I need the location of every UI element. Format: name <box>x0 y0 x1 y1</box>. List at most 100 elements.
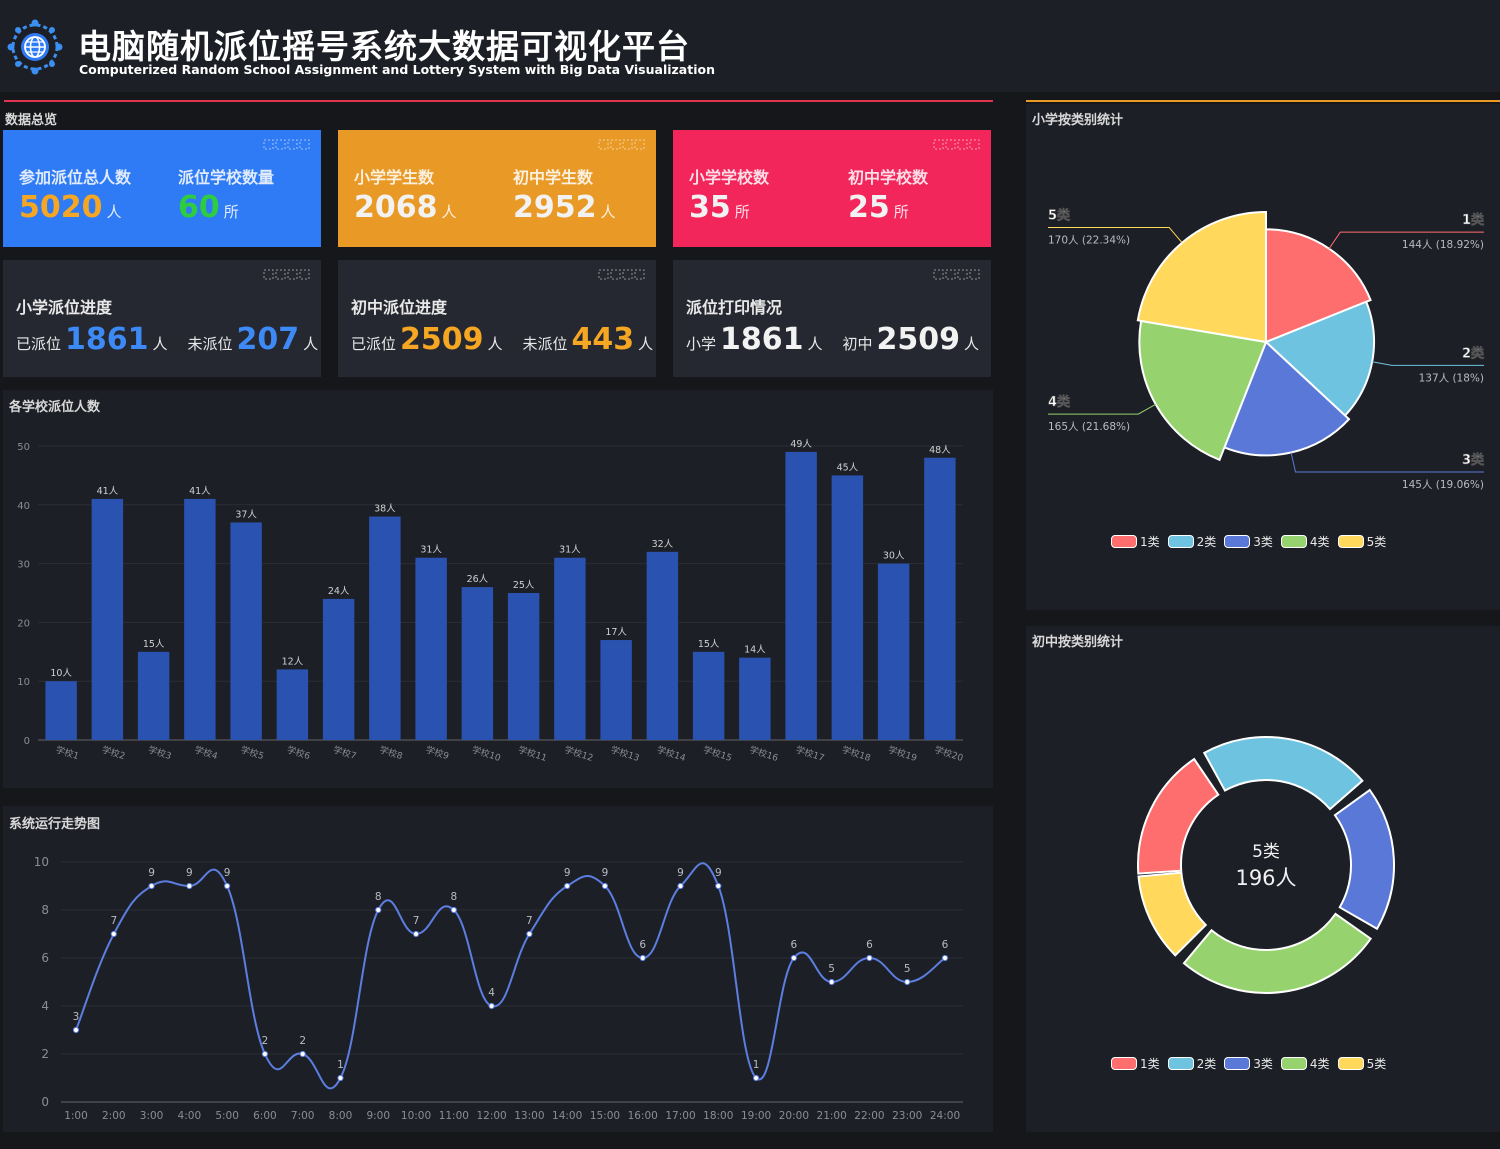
stat-label: 初中学生数 <box>513 168 594 187</box>
legend-swatch <box>1280 535 1307 548</box>
bar-value-label: 49人 <box>790 439 812 450</box>
line-x-tick: 7:00 <box>291 1110 315 1122</box>
legend-swatch <box>1224 1057 1251 1070</box>
pie-slice <box>1136 210 1267 344</box>
line-x-tick: 5:00 <box>215 1110 239 1122</box>
bar-value-label: 37人 <box>235 509 257 520</box>
trend-point <box>564 882 571 890</box>
trend-value-label: 7 <box>110 915 117 927</box>
legend-swatch <box>1111 1057 1137 1070</box>
line-x-tick: 3:00 <box>140 1110 164 1122</box>
line-x-tick: 14:00 <box>552 1110 582 1122</box>
bar-mark <box>739 657 771 740</box>
line-x-tick: 21:00 <box>817 1110 847 1122</box>
bar-x-tick: 学校1 <box>54 743 80 762</box>
progress-card: 初中派位进度 已派位 2509 人未派位 443 人 <box>338 260 656 377</box>
pie-category-label: 3类 <box>1462 452 1485 468</box>
legend-label: 5类 <box>1366 1057 1387 1071</box>
primary-category-legend: 1类 2类 3类 4类 5类 <box>1111 533 1386 550</box>
progress-title: 初中派位进度 <box>351 298 448 317</box>
stat-value-line: 35 所 <box>689 190 750 225</box>
pie-value-label: 144人 (18.92%) <box>1402 239 1484 251</box>
bar-mark <box>369 516 401 740</box>
bar-value-label: 26人 <box>467 574 489 585</box>
line-x-tick: 10:00 <box>401 1110 431 1122</box>
progress-b-unit: 人 <box>964 335 980 353</box>
progress-a-unit: 人 <box>152 335 168 353</box>
trend-point <box>261 1050 269 1058</box>
legend-item[interactable]: 5类 <box>1337 1055 1387 1072</box>
bar-value-label: 41人 <box>189 486 211 497</box>
progress-values: 已派位 2509 人未派位 443 人 <box>351 322 673 357</box>
trend-value-label: 8 <box>375 891 382 903</box>
bar-value-label: 32人 <box>652 539 674 550</box>
donut-segment <box>1333 788 1395 931</box>
bar-x-tick: 学校3 <box>147 743 173 762</box>
line-x-tick: 12:00 <box>476 1110 506 1122</box>
legend-swatch <box>1280 1057 1307 1070</box>
line-x-tick: 22:00 <box>854 1110 884 1122</box>
bar-chart-title: 各学校派位人数 <box>9 400 101 415</box>
legend-item[interactable]: 2类 <box>1167 533 1216 550</box>
legend-item[interactable]: 4类 <box>1280 1055 1330 1072</box>
donut-segment <box>1137 871 1208 957</box>
trend-value-label: 5 <box>904 963 911 975</box>
bar-x-tick: 学校5 <box>239 743 265 762</box>
pie-slice <box>1264 300 1375 417</box>
bar-mark <box>646 551 679 740</box>
legend-swatch <box>1337 1057 1364 1070</box>
bar-value-label: 30人 <box>883 551 905 562</box>
bar-x-tick: 学校14 <box>655 743 687 764</box>
progress-a-value: 1861 <box>720 322 804 357</box>
line-x-tick: 18:00 <box>703 1110 733 1122</box>
trend-point <box>790 954 797 962</box>
line-y-tick: 2 <box>41 1047 49 1061</box>
bar-mark <box>831 475 864 740</box>
legend-item[interactable]: 5类 <box>1337 533 1386 550</box>
progress-b-value: 2509 <box>876 322 961 357</box>
overview-title: 数据总览 <box>5 113 58 128</box>
legend-item[interactable]: 3类 <box>1224 1055 1273 1072</box>
pie-value-label: 165人 (21.68%) <box>1048 421 1130 433</box>
legend-item[interactable]: 3类 <box>1224 533 1273 550</box>
trend-value-label: 9 <box>564 867 571 879</box>
trend-value-label: 9 <box>715 867 722 879</box>
card-corner-decoration-icon <box>933 269 980 280</box>
legend-label: 4类 <box>1309 535 1330 549</box>
primary-category-pie-chart: 1类 144人 (18.92%) 2类 137人 (18%) 3类 145人 (19.06… <box>1048 207 1486 491</box>
legend-item[interactable]: 1类 <box>1111 533 1160 550</box>
overview-card: 小学学生数 2068 人初中学生数 2952 人 <box>338 130 656 247</box>
bar-y-tick: 40 <box>17 501 30 512</box>
bar-value-label: 41人 <box>97 486 119 497</box>
trend-value-label: 6 <box>942 939 949 951</box>
line-x-tick: 13:00 <box>514 1110 544 1122</box>
trend-point <box>450 906 457 914</box>
pie-category-label: 2类 <box>1462 345 1485 361</box>
legend-item[interactable]: 2类 <box>1167 1055 1216 1072</box>
trend-value-label: 9 <box>148 867 155 879</box>
bar-x-tick: 学校7 <box>332 743 358 762</box>
bar-x-tick: 学校2 <box>100 743 126 762</box>
middle-category-legend: 1类 2类 3类 4类 5类 <box>1111 1055 1386 1072</box>
bar-x-tick: 学校20 <box>933 743 965 764</box>
progress-values: 已派位 1861 人未派位 207 人 <box>16 322 338 357</box>
legend-item[interactable]: 1类 <box>1111 1055 1160 1072</box>
trend-value-label: 8 <box>450 891 457 903</box>
bar-x-tick: 学校10 <box>470 743 502 764</box>
line-chart-title: 系统运行走势图 <box>9 817 101 832</box>
legend-item[interactable]: 4类 <box>1280 533 1330 550</box>
bar-x-tick: 学校18 <box>840 743 872 764</box>
pie-value-label: 137人 (18%) <box>1419 372 1484 384</box>
pie-slice <box>1138 319 1268 462</box>
trend-value-label: 9 <box>224 867 231 879</box>
legend-label: 1类 <box>1140 535 1160 549</box>
trend-value-label: 7 <box>526 915 533 927</box>
stat-label: 小学学生数 <box>354 168 435 187</box>
bar-mark <box>692 651 725 740</box>
bar-value-label: 17人 <box>605 627 627 638</box>
stat-value-line: 2068 人 <box>354 190 457 225</box>
legend-swatch <box>1224 535 1251 548</box>
page-subtitle: Computerized Random School Assignment an… <box>79 62 715 77</box>
trend-value-label: 2 <box>262 1035 269 1047</box>
bar-mark <box>507 593 540 740</box>
